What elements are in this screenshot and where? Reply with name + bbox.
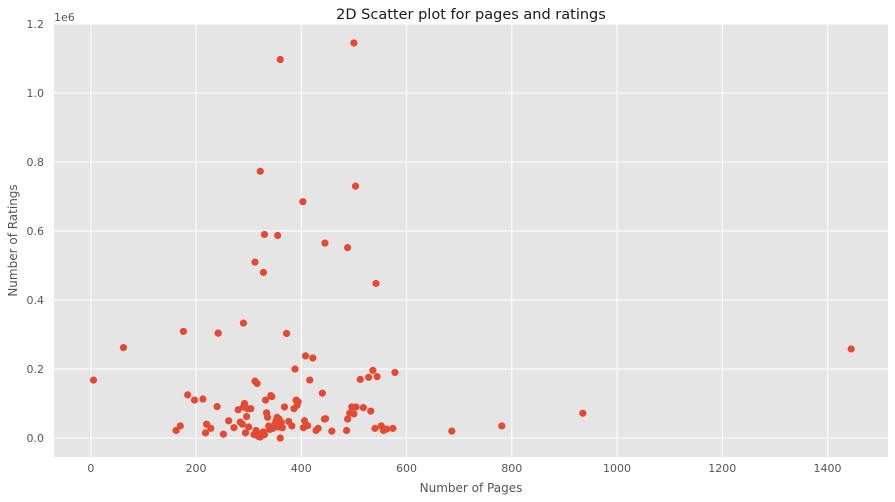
- scatter-point: [448, 427, 456, 435]
- scatter-point: [373, 373, 381, 381]
- scatter-point: [351, 182, 360, 190]
- scatter-point: [179, 327, 188, 336]
- scatter-point: [356, 375, 364, 383]
- scatter-point: [321, 415, 330, 423]
- scatter-point: [219, 430, 228, 438]
- scatter-point: [294, 398, 302, 406]
- scatter-point: [259, 268, 268, 277]
- x-tick-label: 200: [186, 462, 207, 475]
- scatter-point: [247, 405, 255, 413]
- y-tick-label: 0.4: [27, 294, 45, 307]
- scatter-point: [240, 399, 249, 408]
- y-tick-label: 1.2: [27, 18, 45, 31]
- scatter-point: [350, 410, 358, 418]
- scatter-point: [321, 239, 329, 247]
- x-tick-label: 0: [87, 462, 94, 475]
- scatter-point: [276, 55, 284, 64]
- scatter-point: [391, 368, 399, 377]
- x-axis-label: Number of Pages: [420, 481, 523, 495]
- scatter-point: [256, 167, 264, 175]
- scatter-point: [201, 429, 210, 437]
- scatter-point: [372, 279, 380, 288]
- x-tick-label: 400: [291, 462, 312, 475]
- scatter-point: [318, 389, 326, 397]
- scatter-point: [344, 243, 352, 252]
- scatter-point: [207, 424, 215, 432]
- chart-title: 2D Scatter plot for pages and ratings: [336, 7, 606, 23]
- scatter-point: [184, 391, 192, 399]
- scatter-point: [291, 365, 299, 373]
- scatter-point: [342, 426, 351, 435]
- scatter-point: [268, 393, 276, 401]
- scatter-point: [245, 423, 253, 431]
- data-points: [89, 39, 855, 442]
- scatter-point: [359, 404, 367, 412]
- scatter-point: [365, 373, 373, 381]
- scatter-point: [225, 417, 233, 425]
- x-tick-label: 1400: [813, 462, 841, 475]
- x-tick-label: 1000: [603, 462, 631, 475]
- y-tick-label: 0.6: [27, 225, 45, 238]
- scatter-point: [260, 230, 269, 239]
- y-axis-ticks: 0.0 0.2 0.4 0.6 0.8 1.0 1.2: [27, 18, 45, 445]
- scatter-point: [213, 403, 221, 411]
- scatter-point: [282, 329, 291, 338]
- scatter-point: [367, 407, 375, 415]
- scatter-point: [89, 376, 98, 384]
- scatter-point: [251, 258, 259, 266]
- y-tick-label: 1.0: [27, 87, 45, 100]
- scatter-point: [498, 422, 506, 430]
- scatter-point: [299, 198, 307, 206]
- scatter-point: [230, 424, 238, 432]
- scatter-point: [344, 415, 352, 423]
- scatter-point: [260, 430, 269, 439]
- scatter-point: [389, 424, 397, 432]
- scatter-point: [306, 376, 314, 384]
- scatter-point: [241, 429, 250, 437]
- scatter-point: [301, 352, 310, 360]
- scatter-point: [119, 344, 128, 352]
- scatter-point: [350, 39, 358, 47]
- y-tick-label: 0.8: [27, 156, 45, 169]
- scatter-point: [276, 434, 284, 442]
- scatter-point: [172, 426, 180, 435]
- scatter-point: [847, 345, 855, 353]
- scatter-point: [253, 379, 261, 388]
- x-tick-label: 1200: [708, 462, 736, 475]
- x-tick-label: 800: [501, 462, 522, 475]
- scatter-point: [274, 231, 282, 240]
- scatter-point: [304, 422, 312, 430]
- scatter-point: [280, 403, 289, 411]
- scatter-point: [261, 396, 270, 404]
- y-tick-label: 0.0: [27, 432, 45, 445]
- scatter-point: [382, 425, 391, 433]
- scatter-point: [242, 413, 251, 421]
- scatter-point: [176, 422, 184, 430]
- scatter-point: [288, 422, 296, 430]
- scatter-point: [239, 319, 248, 327]
- plot-background: [54, 24, 888, 457]
- scatter-point: [371, 424, 379, 432]
- scatter-point: [314, 424, 322, 432]
- scatter-point: [238, 420, 246, 428]
- scatter-point: [309, 354, 317, 362]
- scatter-point: [199, 395, 207, 403]
- scatter-point: [328, 427, 336, 435]
- y-tick-label: 0.2: [27, 363, 45, 376]
- x-axis-ticks: 0 200 400 600 800 1000 1200 1400: [87, 462, 841, 475]
- scatter-point: [190, 396, 199, 404]
- y-axis-offset-label: 1e6: [54, 11, 75, 24]
- scatter-point: [264, 413, 272, 421]
- scatter-point: [369, 366, 377, 374]
- scatter-point: [579, 409, 587, 417]
- x-tick-label: 600: [396, 462, 417, 475]
- scatter-point: [352, 403, 360, 411]
- y-axis-label: Number of Ratings: [6, 184, 20, 296]
- grid-lines: [54, 23, 888, 457]
- scatter-point: [214, 329, 222, 337]
- scatter-point: [278, 424, 286, 432]
